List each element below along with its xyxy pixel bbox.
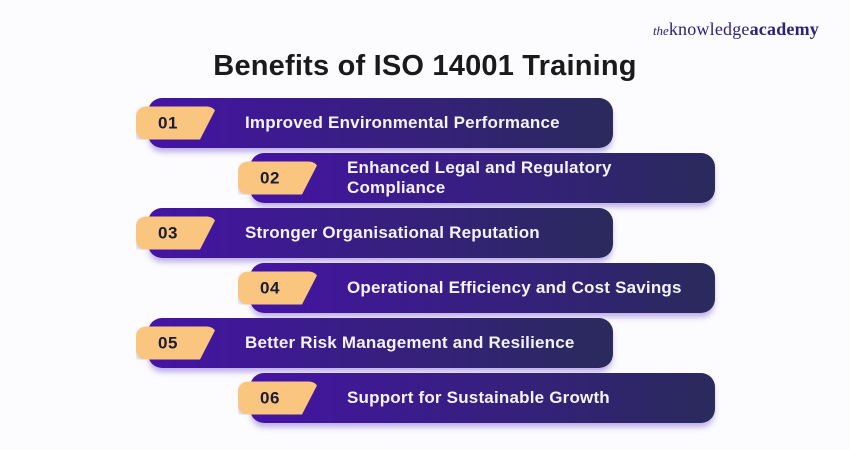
page-title: Benefits of ISO 14001 Training: [213, 50, 637, 82]
benefit-bar-5: 05 Better Risk Management and Resilience: [148, 318, 613, 368]
benefit-number: 01: [158, 113, 178, 132]
benefit-bar-3: 03 Stronger Organisational Reputation: [148, 208, 613, 258]
benefit-label: Stronger Organisational Reputation: [245, 222, 540, 242]
benefit-label: Support for Sustainable Growth: [347, 387, 610, 407]
benefit-number: 04: [260, 278, 280, 297]
benefit-bar-2: 02 Enhanced Legal and Regulatory Complia…: [250, 153, 715, 203]
benefit-number-badge: 03: [136, 217, 217, 250]
benefit-number-badge: 04: [238, 272, 319, 305]
benefit-label: Operational Efficiency and Cost Savings: [347, 277, 682, 297]
benefit-number-badge: 06: [238, 382, 319, 415]
benefit-number: 03: [158, 223, 178, 242]
benefit-number: 06: [260, 388, 280, 407]
benefit-bar-1: 01 Improved Environmental Performance: [148, 98, 613, 148]
brand-logo-mid: knowledge: [668, 19, 750, 39]
benefit-label: Improved Environmental Performance: [245, 112, 560, 132]
brand-logo-suffix: academy: [749, 19, 819, 39]
benefit-label: Enhanced Legal and Regulatory Compliance: [347, 157, 612, 197]
benefit-bar-4: 04 Operational Efficiency and Cost Savin…: [250, 263, 715, 313]
brand-logo-prefix: the: [652, 23, 669, 38]
brand-logo: theknowledgeacademy: [653, 19, 819, 40]
benefit-number-badge: 01: [136, 107, 217, 140]
benefit-number: 02: [260, 168, 280, 187]
benefit-number-badge: 02: [238, 162, 319, 195]
benefit-label: Better Risk Management and Resilience: [245, 332, 575, 352]
benefit-bar-6: 06 Support for Sustainable Growth: [250, 373, 715, 423]
benefit-number: 05: [158, 333, 178, 352]
benefit-number-badge: 05: [136, 327, 217, 360]
